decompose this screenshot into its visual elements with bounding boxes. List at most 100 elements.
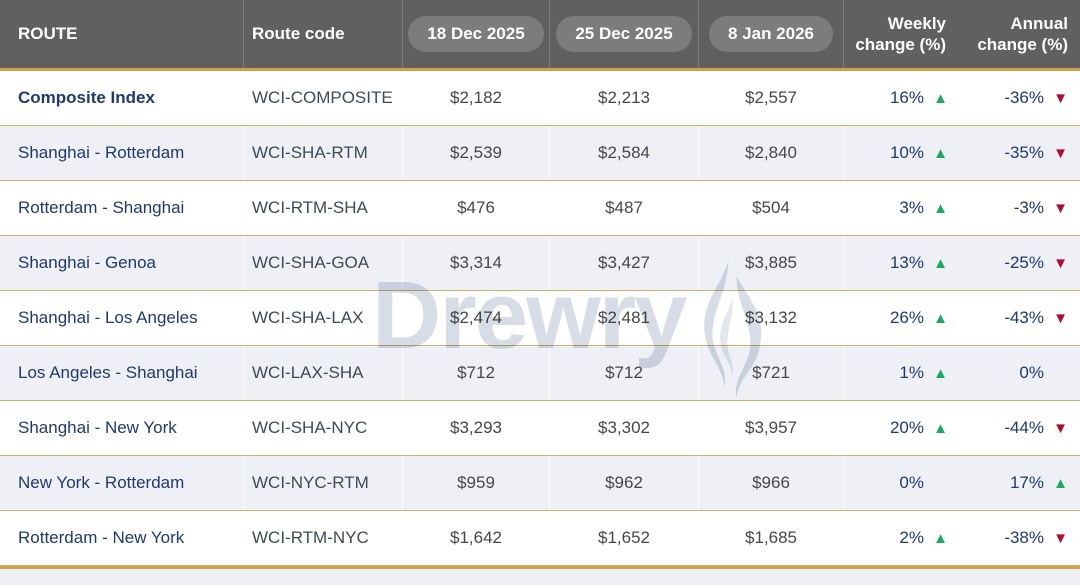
route-code-cell: WCI-COMPOSITE: [243, 71, 402, 125]
route-name-cell: Shanghai - Genoa: [18, 253, 156, 272]
annual-change-cell: -35% ▼: [962, 126, 1080, 180]
price-cell-date-3: $2,557: [698, 71, 843, 125]
annual-change-cell-value: -44%: [1004, 418, 1044, 437]
annual-change-cell: -43% ▼: [962, 291, 1080, 345]
price-cell-date-3: $1,685: [698, 511, 843, 565]
annual-header-line1: Annual: [1010, 13, 1068, 33]
route-code-cell: WCI-SHA-LAX: [243, 291, 402, 345]
annual-change-cell-value: 0%: [1019, 363, 1044, 382]
price-cell-date-3: $966: [698, 456, 843, 510]
price-cell-date-2: $2,481: [549, 291, 698, 345]
route-code-cell: WCI-SHA-RTM: [243, 126, 402, 180]
annual-change-cell-value: 17%: [1009, 473, 1044, 492]
arrow-down-icon: ▼: [1053, 89, 1068, 107]
weekly-change-cell-value: 1%: [899, 363, 924, 382]
weekly-change-cell-value: 10%: [889, 143, 924, 162]
column-header-annual-change: Annual change (%): [962, 0, 1080, 68]
annual-change-cell: -38% ▼: [962, 511, 1080, 565]
route-code-cell: WCI-SHA-GOA: [243, 236, 402, 290]
table-row: Composite Index WCI-COMPOSITE $2,182 $2,213…: [0, 71, 1080, 126]
price-cell-date-2: $3,427: [549, 236, 698, 290]
table-row: Shanghai - Los Angeles WCI-SHA-LAX $2,474 $…: [0, 291, 1080, 346]
price-cell-date-1: $2,539: [402, 126, 549, 180]
table-row: Shanghai - Genoa WCI-SHA-GOA $3,314 $3,427 $…: [0, 236, 1080, 291]
weekly-change-cell: 2% ▲: [843, 511, 962, 565]
route-name-cell: Rotterdam - New York: [18, 528, 185, 547]
annual-change-cell: -36% ▼: [962, 71, 1080, 125]
date-pill: 18 Dec 2025: [408, 16, 544, 52]
weekly-change-cell: 10% ▲: [843, 126, 962, 180]
arrow-down-icon: ▼: [1053, 529, 1068, 547]
table-row: Shanghai - New York WCI-SHA-NYC $3,293 $3,3…: [0, 401, 1080, 456]
annual-change-cell-value: -38%: [1004, 528, 1044, 547]
weekly-change-cell: 16% ▲: [843, 71, 962, 125]
table-row: Los Angeles - Shanghai WCI-LAX-SHA $712 $71…: [0, 346, 1080, 401]
annual-change-cell-value: -3%: [1013, 198, 1044, 217]
price-cell-date-2: $2,213: [549, 71, 698, 125]
price-cell-date-3: $3,885: [698, 236, 843, 290]
arrow-up-icon: ▲: [933, 254, 948, 272]
column-header-route: ROUTE: [18, 24, 78, 43]
route-name-cell: Shanghai - New York: [18, 418, 177, 437]
weekly-change-cell: 3% ▲: [843, 181, 962, 235]
arrow-up-icon: ▲: [1053, 474, 1068, 492]
weekly-change-cell: 20% ▲: [843, 401, 962, 455]
weekly-change-cell-value: 3%: [899, 198, 924, 217]
route-code-cell: WCI-NYC-RTM: [243, 456, 402, 510]
column-header-date-3: 8 Jan 2026: [698, 0, 843, 68]
table-body: Composite Index WCI-COMPOSITE $2,182 $2,213…: [0, 71, 1080, 566]
price-cell-date-3: $3,957: [698, 401, 843, 455]
annual-header-line2: change (%): [977, 35, 1068, 54]
weekly-change-cell-value: 20%: [889, 418, 924, 437]
route-name-cell: New York - Rotterdam: [18, 473, 185, 492]
route-code-cell: WCI-LAX-SHA: [243, 346, 402, 400]
weekly-header-line1: Weekly: [887, 13, 946, 33]
price-cell-date-2: $2,584: [549, 126, 698, 180]
arrow-up-icon: ▲: [933, 364, 948, 382]
price-cell-date-3: $504: [698, 181, 843, 235]
date-pill: 8 Jan 2026: [708, 16, 833, 52]
price-cell-date-2: $487: [549, 181, 698, 235]
route-name-cell: Composite Index: [18, 88, 155, 107]
annual-change-cell-value: -43%: [1004, 308, 1044, 327]
weekly-change-cell-value: 13%: [889, 253, 924, 272]
annual-change-cell-value: -25%: [1004, 253, 1044, 272]
route-code-cell: WCI-SHA-NYC: [243, 401, 402, 455]
table-header-row: ROUTE Route code 18 Dec 2025 25 Dec 2025…: [0, 0, 1080, 71]
arrow-down-icon: ▼: [1053, 199, 1068, 217]
arrow-down-icon: ▼: [1053, 254, 1068, 272]
route-code-cell: WCI-RTM-NYC: [243, 511, 402, 565]
table-row: Shanghai - Rotterdam WCI-SHA-RTM $2,539 $2,…: [0, 126, 1080, 181]
arrow-up-icon: ▲: [933, 144, 948, 162]
route-name-cell: Rotterdam - Shanghai: [18, 198, 185, 217]
table-bottom-strip: [0, 569, 1080, 585]
route-name-cell: Shanghai - Los Angeles: [18, 308, 198, 327]
date-pill: 25 Dec 2025: [556, 16, 692, 52]
weekly-change-cell: 1% ▲: [843, 346, 962, 400]
weekly-change-cell-value: 0%: [899, 473, 924, 492]
weekly-change-cell-value: 2%: [899, 528, 924, 547]
price-cell-date-3: $3,132: [698, 291, 843, 345]
arrow-up-icon: ▲: [933, 529, 948, 547]
price-cell-date-1: $476: [402, 181, 549, 235]
annual-change-cell: -44% ▼: [962, 401, 1080, 455]
price-cell-date-2: $1,652: [549, 511, 698, 565]
annual-change-cell: 17% ▲: [962, 456, 1080, 510]
column-header-date-1: 18 Dec 2025: [402, 0, 549, 68]
table-row: Rotterdam - New York WCI-RTM-NYC $1,642 $1,…: [0, 511, 1080, 566]
price-cell-date-3: $721: [698, 346, 843, 400]
annual-change-cell: -25% ▼: [962, 236, 1080, 290]
annual-change-cell: 0%: [962, 346, 1080, 400]
route-name-cell: Shanghai - Rotterdam: [18, 143, 185, 162]
price-cell-date-2: $962: [549, 456, 698, 510]
price-cell-date-1: $3,314: [402, 236, 549, 290]
weekly-change-cell: 13% ▲: [843, 236, 962, 290]
column-header-weekly-change: Weekly change (%): [843, 0, 962, 68]
route-name-cell: Los Angeles - Shanghai: [18, 363, 198, 382]
price-cell-date-3: $2,840: [698, 126, 843, 180]
price-cell-date-1: $1,642: [402, 511, 549, 565]
price-cell-date-1: $712: [402, 346, 549, 400]
column-header-route-code: Route code: [243, 0, 402, 68]
arrow-up-icon: ▲: [933, 89, 948, 107]
